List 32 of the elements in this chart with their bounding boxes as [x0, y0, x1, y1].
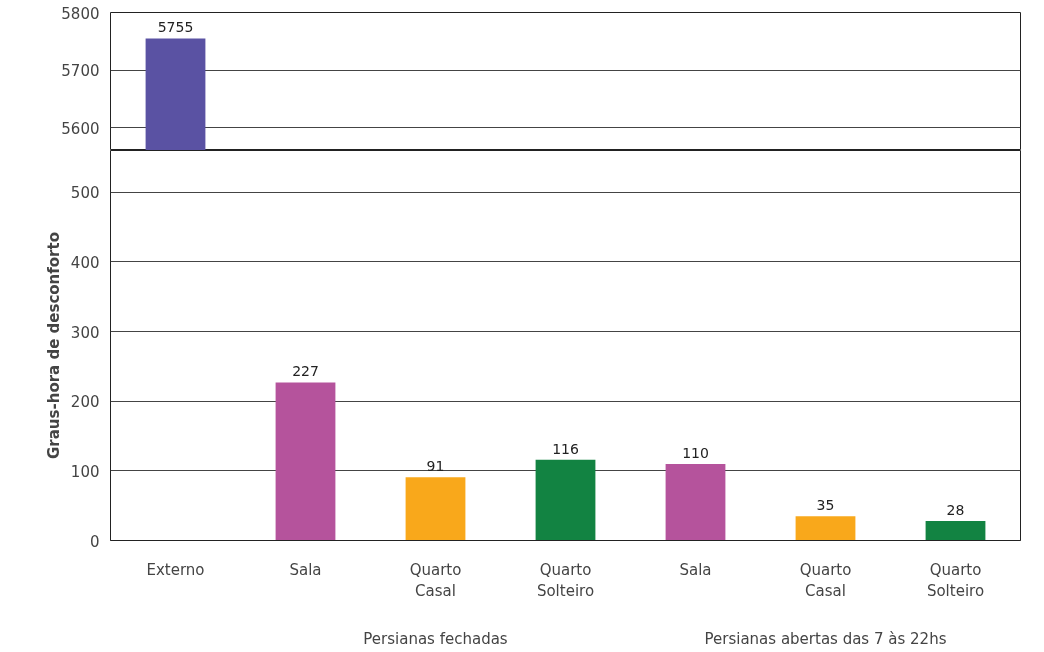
x-tick-label: Quarto Casal	[799, 560, 852, 601]
data-label: 227	[292, 363, 319, 380]
data-label: 91	[426, 458, 445, 475]
data-label: 35	[816, 497, 835, 514]
bar	[795, 516, 856, 541]
x-tick-label: Quarto Solteiro	[536, 560, 595, 601]
bar	[925, 521, 986, 541]
y-axis-title: Graus-hora de desconforto	[44, 232, 63, 459]
y-tick-label: 100	[70, 462, 100, 481]
data-label: 5755	[157, 19, 194, 36]
bar	[665, 463, 726, 541]
text: Persianas abertas das 7 às 22hs	[704, 629, 947, 648]
bar	[535, 459, 596, 541]
y-tick-label: 300	[70, 323, 100, 342]
data-label: 110	[682, 444, 709, 461]
y-tick-label: 500	[70, 184, 100, 203]
x-tick-label: Quarto Solteiro	[926, 560, 985, 601]
y-tick-label: 5600	[61, 119, 100, 138]
bar	[405, 477, 466, 541]
data-label: 28	[946, 502, 965, 518]
x-tick-label: Externo	[146, 560, 205, 579]
y-tick-label: 400	[70, 253, 100, 272]
x-tick-label: Quarto Casal	[409, 560, 462, 601]
y-tick-label: 200	[70, 393, 100, 412]
text: Persianas fechadas	[363, 629, 508, 648]
bar	[275, 382, 336, 541]
data-label: 116	[552, 440, 579, 457]
y-tick-label: 0	[89, 532, 100, 551]
y-tick-label: 5800	[61, 4, 100, 23]
x-tick-label: Sala	[289, 560, 322, 579]
x-tick-label: Sala	[679, 560, 712, 579]
y-tick-label: 5700	[61, 62, 100, 80]
